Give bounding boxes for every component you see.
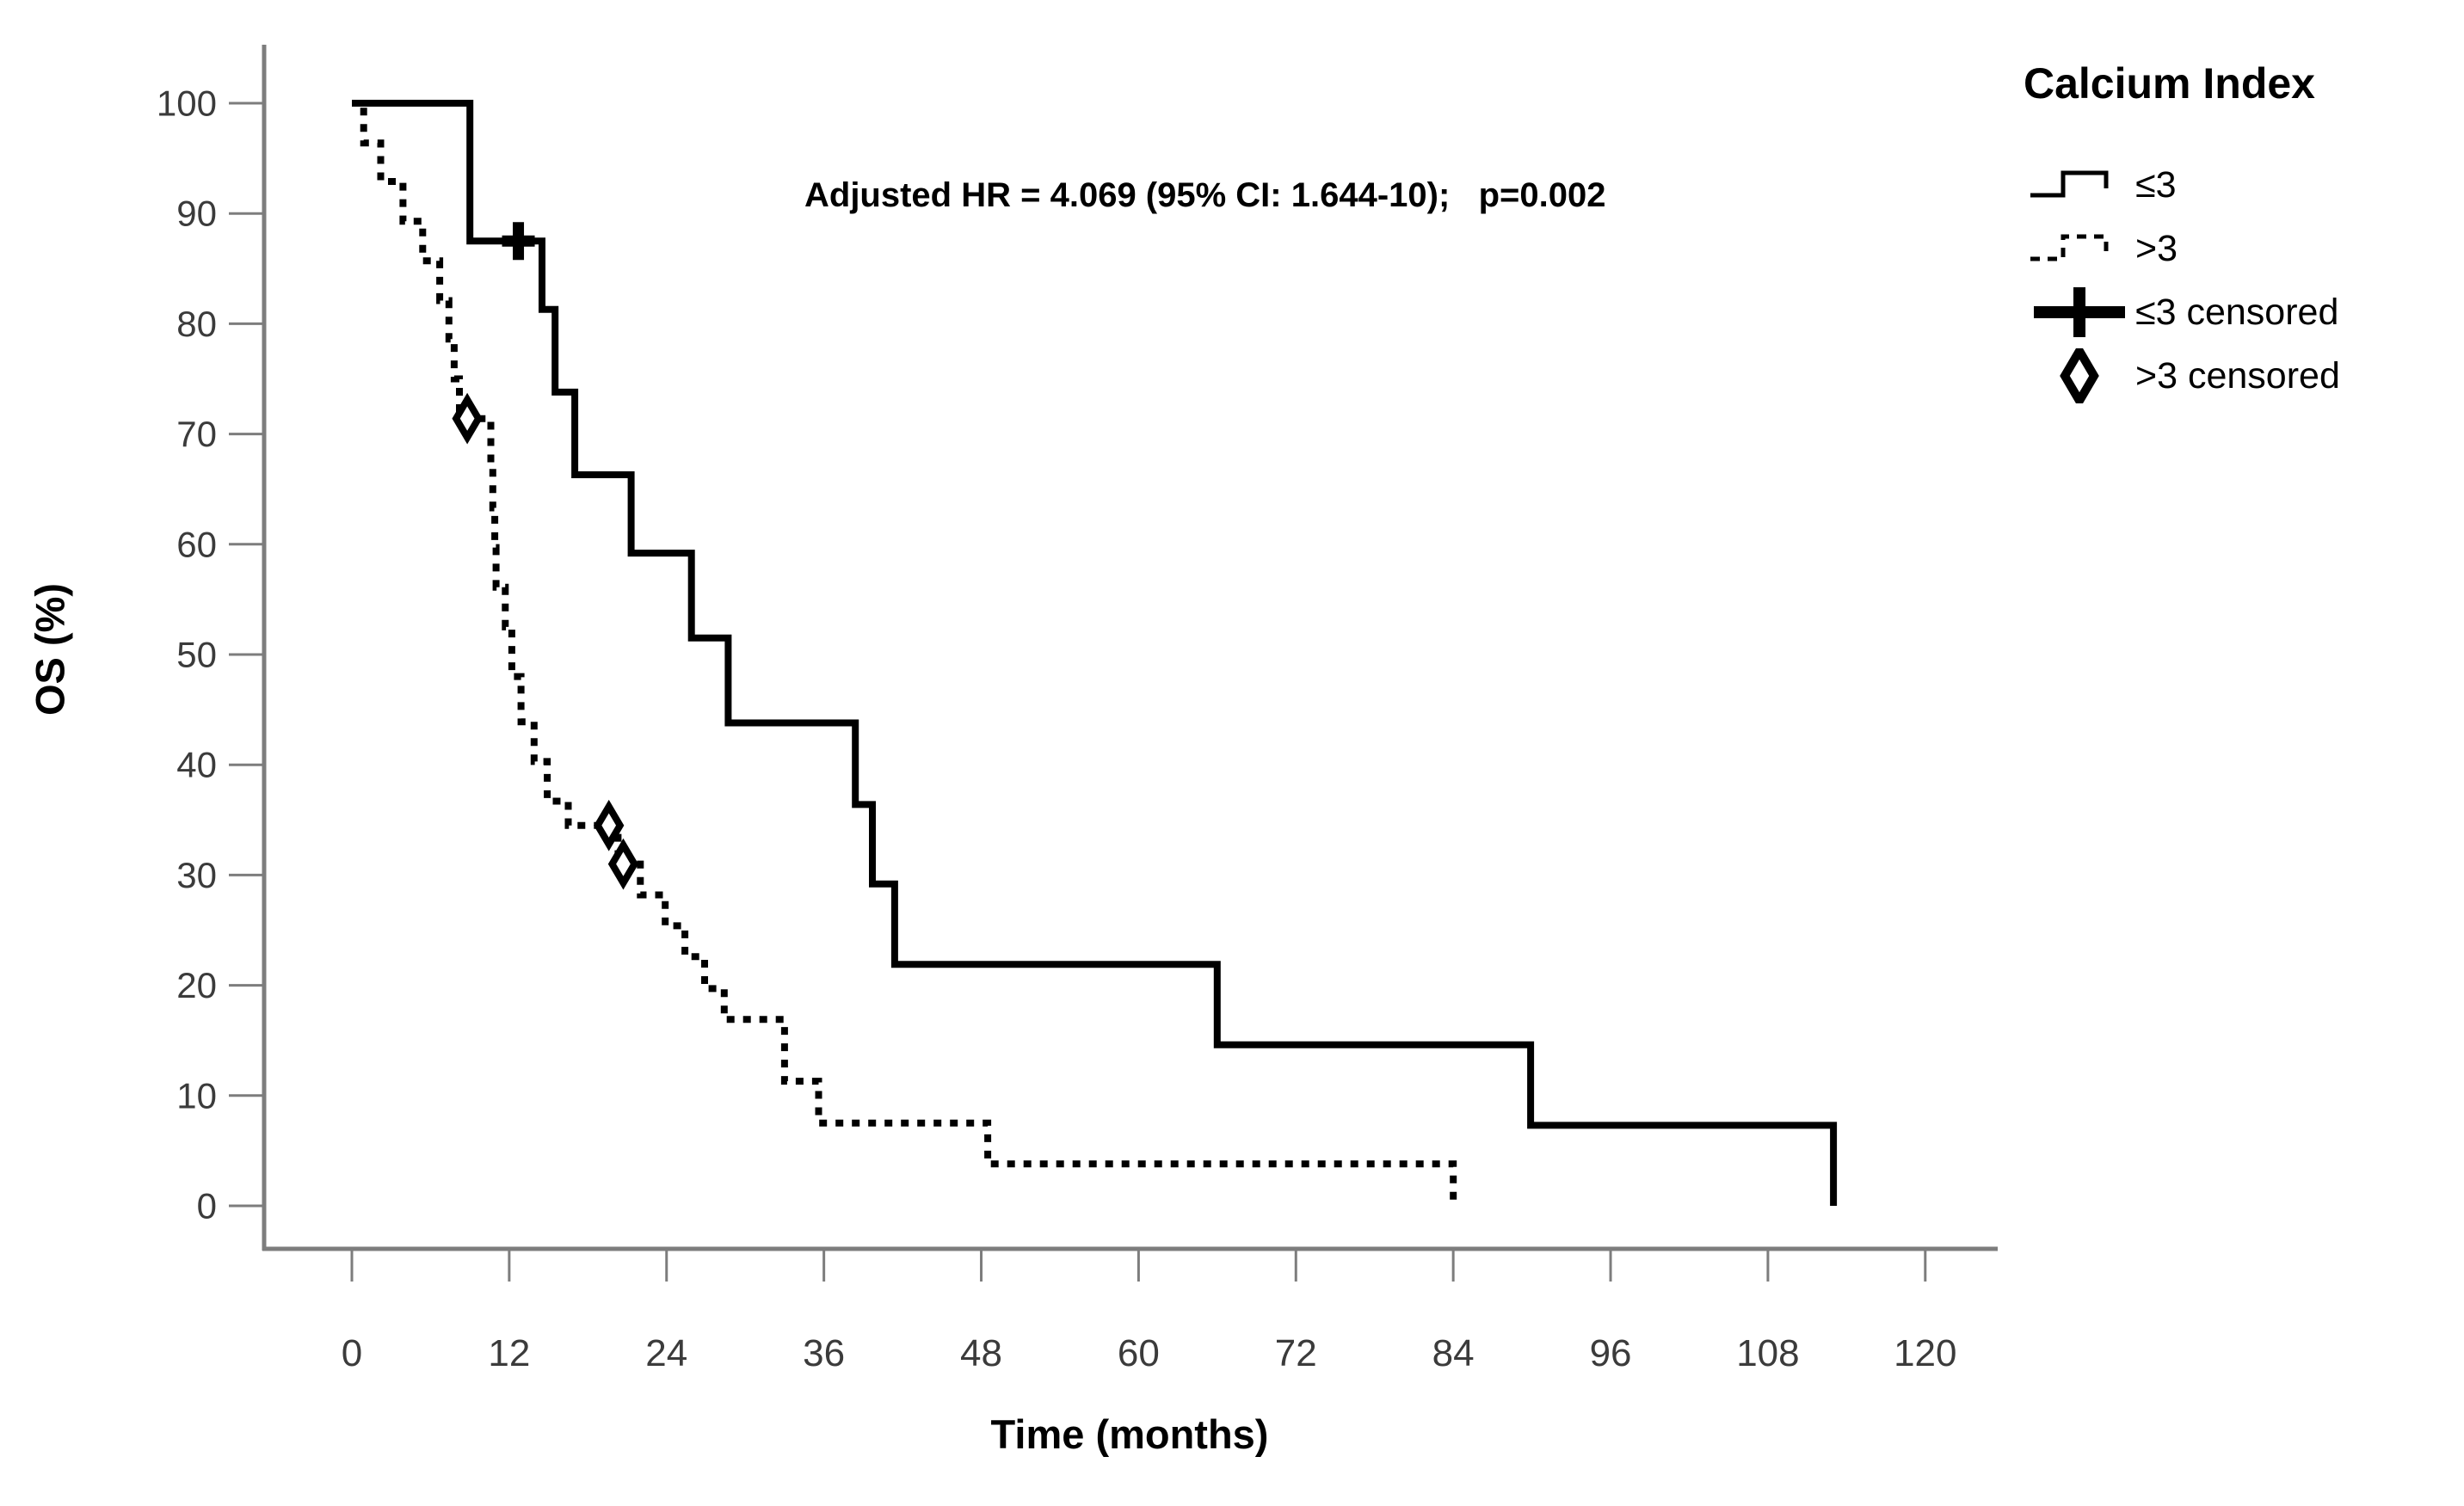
censor-diamond-marker — [607, 838, 639, 890]
y-tick-label: 60 — [176, 524, 217, 564]
censor-diamond-marker — [594, 799, 625, 851]
y-tick-label: 100 — [157, 83, 217, 124]
legend-item-gt3-censored: >3 censored — [2024, 344, 2454, 408]
diamond-marker-icon — [2060, 348, 2099, 403]
y-tick-label: 10 — [176, 1075, 217, 1116]
y-tick-label: 80 — [176, 304, 217, 344]
legend: Calcium Index ≤3 >3 ≤3 censored >3 censo… — [2024, 58, 2454, 408]
legend-title: Calcium Index — [2024, 59, 2315, 108]
y-tick-label: 40 — [176, 745, 217, 785]
dashed-step-line-icon — [2030, 234, 2109, 261]
y-tick-label: 0 — [197, 1186, 217, 1226]
x-tick-label: 120 — [1894, 1332, 1956, 1374]
x-tick-label: 72 — [1275, 1332, 1317, 1374]
y-tick-label: 70 — [176, 414, 217, 454]
legend-item-gt3: >3 — [2024, 217, 2454, 280]
x-tick-label: 24 — [645, 1332, 687, 1374]
y-tick-label: 90 — [176, 194, 217, 234]
x-tick-label: 48 — [960, 1332, 1002, 1374]
legend-item-label: ≤3 censored — [2135, 291, 2339, 333]
censor-diamond-marker — [452, 392, 483, 445]
x-tick-label: 36 — [803, 1332, 845, 1374]
legend-item-le3: ≤3 — [2024, 153, 2454, 217]
legend-item-le3-censored: ≤3 censored — [2024, 280, 2454, 344]
legend-item-label: ≤3 — [2135, 163, 2177, 206]
solid-step-line-icon — [2030, 170, 2109, 198]
legend-item-label: >3 — [2135, 227, 2178, 269]
x-tick-label: 108 — [1736, 1332, 1799, 1374]
censor-plus-marker — [502, 222, 535, 261]
y-tick-label: 50 — [176, 635, 217, 675]
x-tick-label: 0 — [342, 1332, 362, 1374]
x-tick-label: 60 — [1118, 1332, 1160, 1374]
y-tick-label: 30 — [176, 855, 217, 895]
km-curve-gt3 — [352, 100, 1457, 1206]
x-tick-label: 12 — [488, 1332, 530, 1374]
y-tick-label: 20 — [176, 965, 217, 1005]
y-axis-title: OS (%) — [27, 582, 73, 716]
x-tick-label: 96 — [1590, 1332, 1632, 1374]
hazard-ratio-annotation: Adjusted HR = 4.069 (95% CI: 1.644-10); … — [804, 176, 1606, 214]
km-curve-le3 — [352, 100, 1838, 1206]
legend-item-label: >3 censored — [2135, 354, 2340, 396]
plus-marker-icon — [2034, 287, 2125, 337]
x-axis-title: Time (months) — [990, 1411, 1269, 1457]
x-tick-label: 84 — [1432, 1332, 1475, 1374]
